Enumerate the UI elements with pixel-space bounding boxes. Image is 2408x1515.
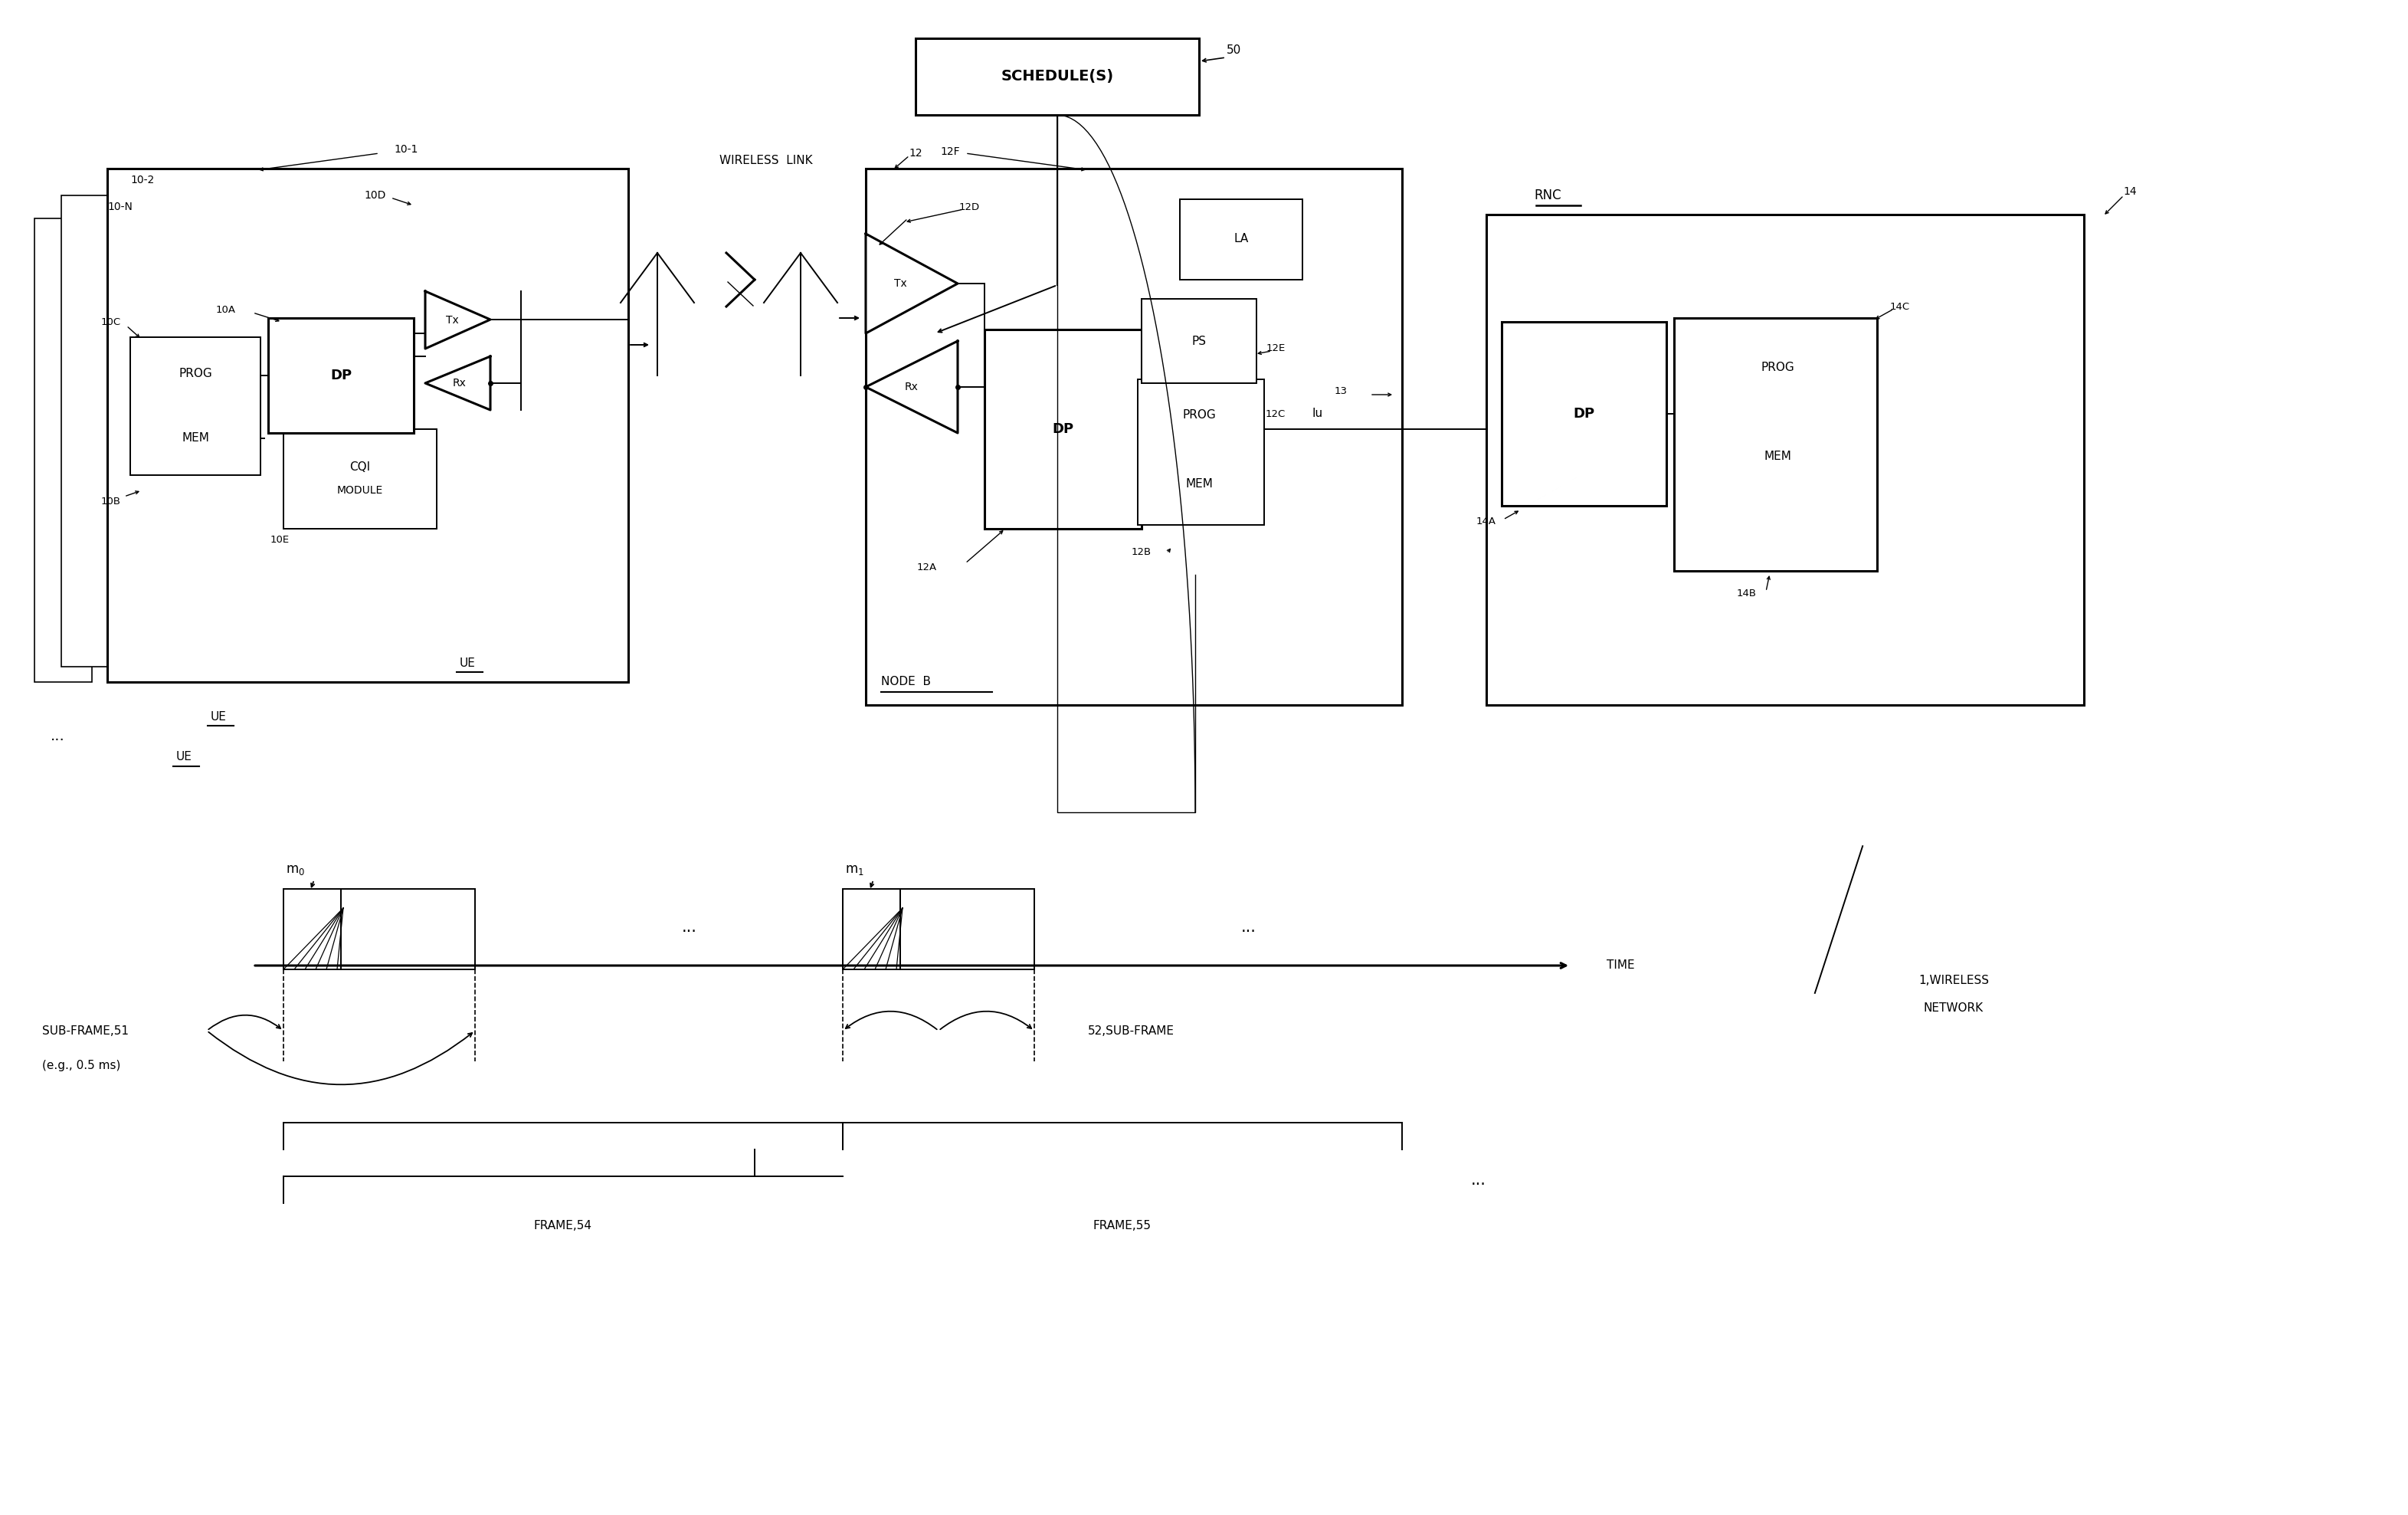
Bar xyxy=(267,318,414,433)
Bar xyxy=(1137,379,1264,524)
Text: UE: UE xyxy=(176,751,193,764)
Text: ...: ... xyxy=(681,920,698,935)
Bar xyxy=(1141,298,1257,383)
Text: PS: PS xyxy=(1192,335,1206,347)
Text: 10E: 10E xyxy=(270,535,289,545)
Text: FRAME,54: FRAME,54 xyxy=(535,1221,592,1232)
Bar xyxy=(985,330,1141,529)
Text: MEM: MEM xyxy=(1763,450,1792,462)
Text: (e.g., 0.5 ms): (e.g., 0.5 ms) xyxy=(41,1059,120,1071)
Text: 10C: 10C xyxy=(101,317,120,327)
Text: NETWORK: NETWORK xyxy=(1924,1001,1984,1014)
Text: DP: DP xyxy=(1052,423,1074,436)
Text: UE: UE xyxy=(209,711,226,723)
Bar xyxy=(1141,448,1257,521)
Text: 12D: 12D xyxy=(958,201,980,212)
Bar xyxy=(1674,318,1878,571)
Text: 12B: 12B xyxy=(1132,547,1151,556)
Text: 50: 50 xyxy=(1226,44,1240,56)
Text: 12: 12 xyxy=(908,148,922,159)
Text: 12A: 12A xyxy=(917,562,937,573)
Text: 10D: 10D xyxy=(364,189,385,201)
Bar xyxy=(843,889,901,970)
Text: 10-2: 10-2 xyxy=(130,174,154,185)
Text: Tx: Tx xyxy=(445,315,458,326)
Text: PROG: PROG xyxy=(1182,409,1216,421)
Text: WIRELESS  LINK: WIRELESS LINK xyxy=(720,155,814,167)
Bar xyxy=(284,429,436,529)
Text: 10-N: 10-N xyxy=(108,201,132,212)
Text: Rx: Rx xyxy=(453,377,467,388)
Text: SCHEDULE(S): SCHEDULE(S) xyxy=(1002,70,1112,83)
Text: DP: DP xyxy=(1572,408,1594,421)
Bar xyxy=(867,168,1401,704)
Bar xyxy=(34,218,92,682)
Text: 12C: 12C xyxy=(1267,409,1286,418)
Text: FRAME,55: FRAME,55 xyxy=(1093,1221,1151,1232)
Polygon shape xyxy=(426,356,491,411)
Text: 12F: 12F xyxy=(939,147,961,158)
Bar xyxy=(130,338,260,476)
Text: 14B: 14B xyxy=(1736,589,1758,598)
Bar xyxy=(108,168,628,682)
Polygon shape xyxy=(426,291,491,348)
Polygon shape xyxy=(867,341,958,433)
Text: PROG: PROG xyxy=(1760,362,1794,374)
Text: 1,WIRELESS: 1,WIRELESS xyxy=(1919,976,1989,986)
Text: ...: ... xyxy=(1240,920,1257,935)
Bar xyxy=(1180,200,1303,280)
Text: 14: 14 xyxy=(2124,186,2136,197)
Text: ...: ... xyxy=(51,729,65,742)
Bar xyxy=(1503,321,1666,506)
Bar xyxy=(1486,215,2083,704)
Bar xyxy=(135,341,258,406)
Text: RNC: RNC xyxy=(1534,188,1560,203)
Bar xyxy=(901,889,1035,970)
Bar xyxy=(1686,406,1869,506)
Text: m$_0$: m$_0$ xyxy=(287,864,303,877)
Text: Iu: Iu xyxy=(1312,408,1322,420)
Text: MEM: MEM xyxy=(181,433,209,444)
Text: 10A: 10A xyxy=(217,306,236,315)
Text: 10B: 10B xyxy=(101,497,120,508)
Bar xyxy=(915,38,1199,115)
Text: Tx: Tx xyxy=(893,279,908,289)
Text: Rx: Rx xyxy=(905,382,917,392)
Text: 10-1: 10-1 xyxy=(395,144,419,155)
Text: DP: DP xyxy=(330,368,352,382)
Text: TIME: TIME xyxy=(1606,961,1635,971)
Text: m$_1$: m$_1$ xyxy=(845,864,864,877)
Text: CQI: CQI xyxy=(349,462,371,473)
Text: UE: UE xyxy=(460,658,474,668)
Text: PROG: PROG xyxy=(178,368,212,379)
Bar xyxy=(284,889,342,970)
Text: 12E: 12E xyxy=(1267,344,1286,353)
Bar xyxy=(135,406,258,471)
Text: 14A: 14A xyxy=(1476,517,1495,526)
Text: SUB-FRAME,51: SUB-FRAME,51 xyxy=(41,1026,128,1036)
Bar xyxy=(1686,330,1869,406)
Bar xyxy=(60,195,123,667)
Text: NODE  B: NODE B xyxy=(881,676,932,688)
Text: 52,SUB-FRAME: 52,SUB-FRAME xyxy=(1088,1026,1175,1036)
Text: MODULE: MODULE xyxy=(337,485,383,495)
Text: MEM: MEM xyxy=(1185,479,1214,489)
Bar xyxy=(1141,383,1257,448)
Text: ...: ... xyxy=(1471,1173,1486,1188)
Text: 14C: 14C xyxy=(1890,301,1910,312)
Polygon shape xyxy=(867,233,958,333)
Bar xyxy=(342,889,474,970)
Text: LA: LA xyxy=(1233,233,1247,245)
Text: 13: 13 xyxy=(1334,386,1346,395)
